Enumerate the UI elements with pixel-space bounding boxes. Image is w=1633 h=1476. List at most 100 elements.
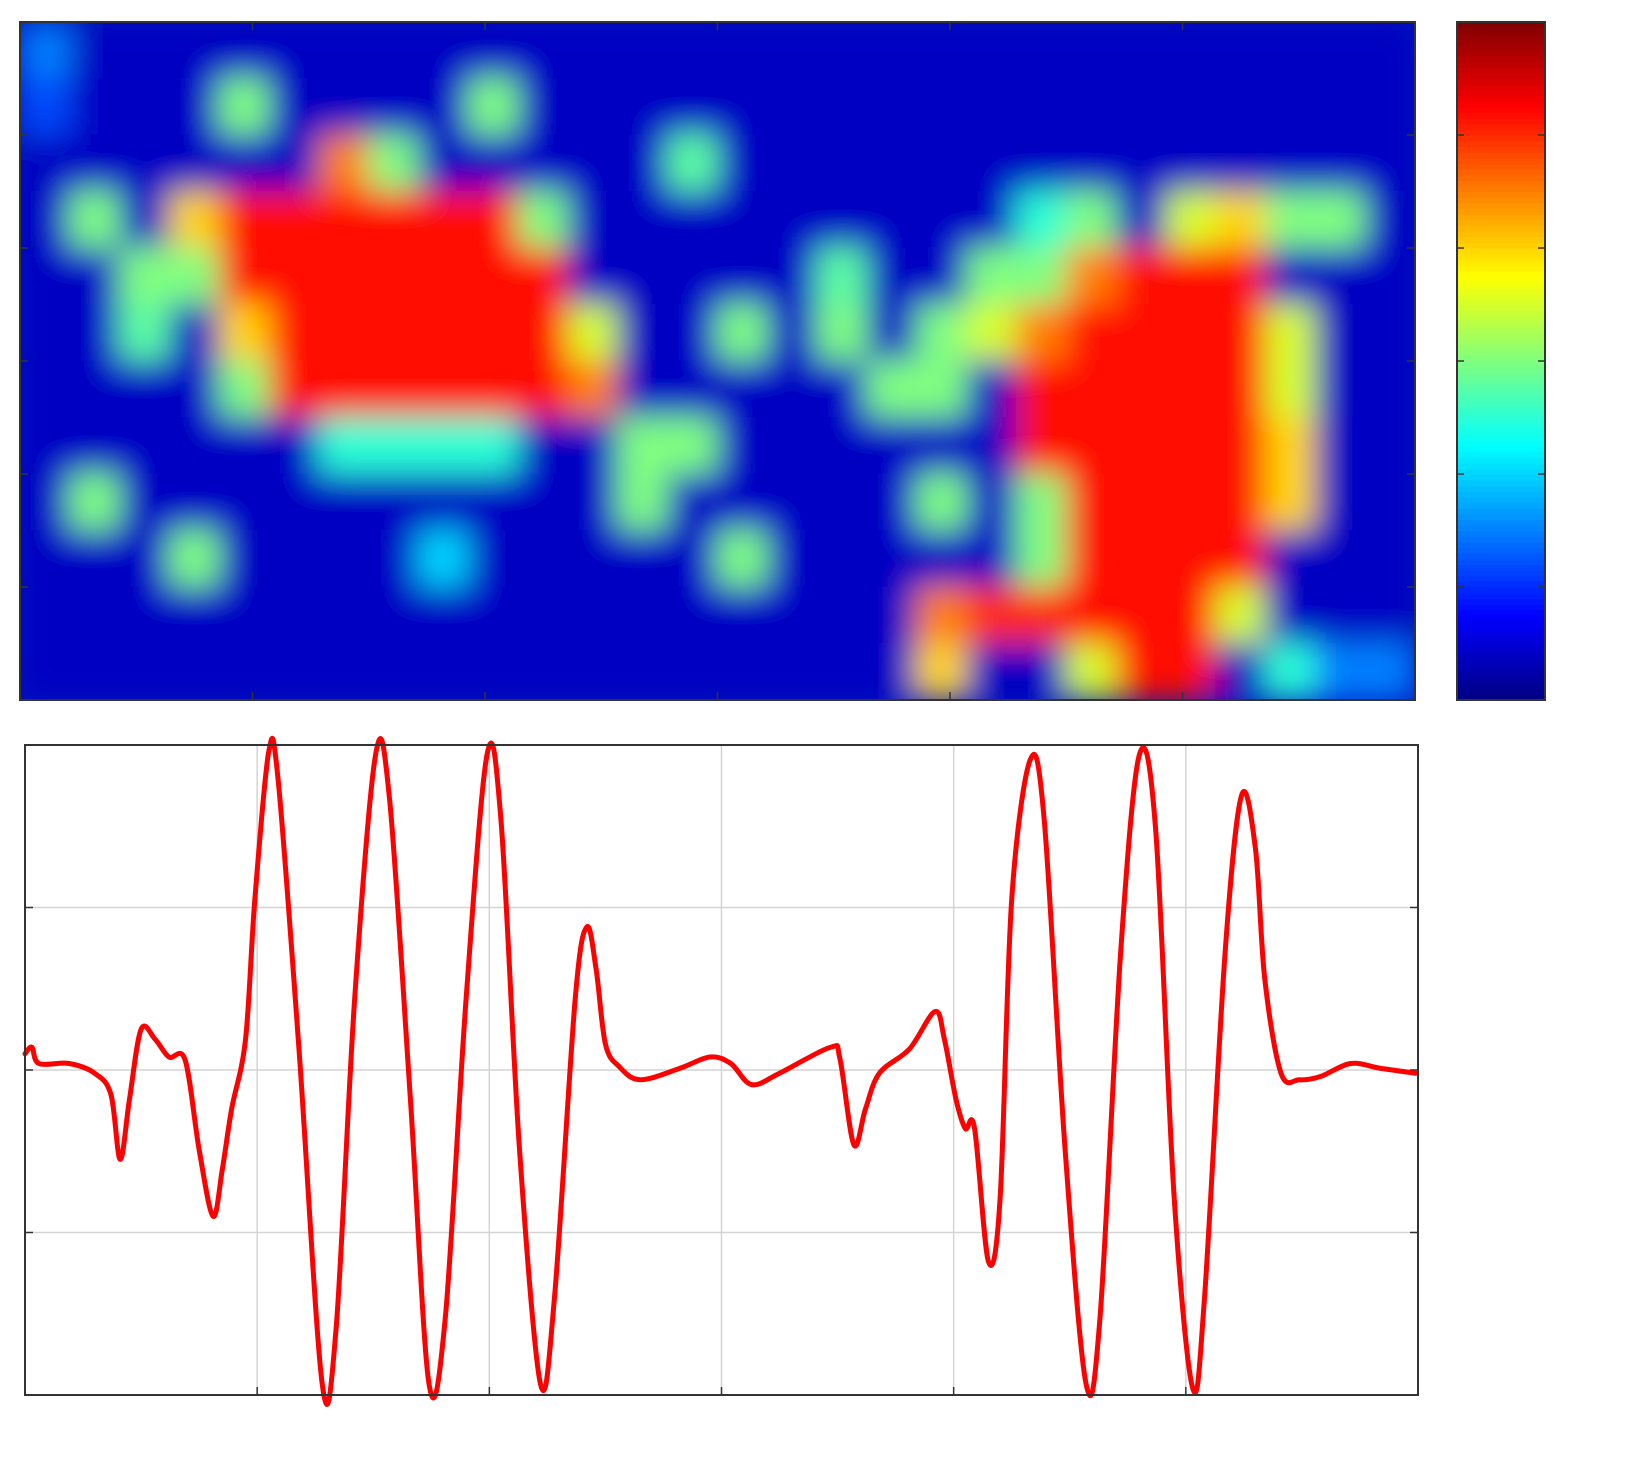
colorbar xyxy=(1456,21,1546,701)
heatmap-cell xyxy=(1015,78,1067,136)
heatmap-cell xyxy=(20,530,71,588)
heatmap-cell xyxy=(617,78,669,136)
colorbar-step xyxy=(1457,541,1545,549)
heatmap-cell xyxy=(218,134,270,192)
colorbar-step xyxy=(1457,643,1545,650)
heatmap-cell xyxy=(418,473,469,531)
heatmap-cell xyxy=(1065,586,1117,644)
heatmap-cell xyxy=(119,643,170,700)
heatmap-cell xyxy=(368,304,420,362)
heatmap-cell xyxy=(617,247,669,305)
heatmap-cell xyxy=(168,22,220,79)
colorbar-step xyxy=(1457,411,1545,419)
heatmap-cell xyxy=(717,191,768,249)
heatmap-cell xyxy=(1265,360,1316,418)
heatmap-cell xyxy=(1265,22,1316,79)
heatmap-cell xyxy=(517,643,569,700)
heatmap-cell xyxy=(1364,304,1415,362)
heatmap-cell xyxy=(467,360,519,418)
heatmap-cell xyxy=(368,22,420,79)
heatmap-cell xyxy=(567,134,619,192)
heatmap-cell xyxy=(168,78,220,136)
heatmap-cell xyxy=(1364,473,1415,531)
colorbar-step xyxy=(1457,519,1545,526)
colorbar-step xyxy=(1457,55,1545,63)
heatmap-cell xyxy=(717,78,768,136)
heatmap-cell xyxy=(766,643,818,700)
colorbar-step xyxy=(1457,490,1545,498)
heatmap-cell xyxy=(966,304,1017,362)
heatmap-cell xyxy=(667,247,718,305)
heatmap-cell xyxy=(467,191,519,249)
heatmap-cell xyxy=(218,530,270,588)
heatmap-cell xyxy=(1364,134,1415,192)
heatmap-cell xyxy=(268,304,320,362)
colorbar-step xyxy=(1457,332,1545,340)
heatmap-cell xyxy=(1364,417,1415,475)
colorbar-step xyxy=(1457,214,1545,221)
heatmap-cell xyxy=(517,360,569,418)
heatmap-cell xyxy=(119,191,170,249)
heatmap-cell xyxy=(816,530,868,588)
heatmap-cell xyxy=(119,417,170,475)
heatmap-cell xyxy=(966,134,1017,192)
heatmap-cell xyxy=(1215,304,1267,362)
heatmap-cell xyxy=(218,360,270,418)
colorbar-step xyxy=(1457,355,1545,362)
heatmap-cell xyxy=(20,417,71,475)
heatmap-cell xyxy=(218,247,270,305)
heatmap-cell xyxy=(268,473,320,531)
heatmap-cell xyxy=(119,78,170,136)
heatmap-cell xyxy=(617,417,669,475)
heatmap-cell xyxy=(20,586,71,644)
colorbar-step xyxy=(1457,598,1545,605)
heatmap-cell xyxy=(1065,530,1117,588)
heatmap-cell xyxy=(20,304,71,362)
heatmap-cell xyxy=(1215,78,1267,136)
colorbar-step xyxy=(1457,327,1545,334)
heatmap-cell xyxy=(168,191,220,249)
heatmap-cell xyxy=(1065,417,1117,475)
heatmap-cell xyxy=(916,360,968,418)
heatmap-cell xyxy=(766,473,818,531)
colorbar-step xyxy=(1457,553,1545,560)
heatmap-cell xyxy=(69,643,121,700)
heatmap-cell xyxy=(418,78,469,136)
heatmap-cell xyxy=(168,530,220,588)
heatmap-cell xyxy=(816,247,868,305)
heatmap-cell xyxy=(1115,530,1167,588)
heatmap-cell xyxy=(20,473,71,531)
heatmap-cell xyxy=(617,586,669,644)
heatmap-cell xyxy=(816,473,868,531)
heatmap-cell xyxy=(916,530,968,588)
colorbar-step xyxy=(1457,400,1545,407)
heatmap-cell xyxy=(567,304,619,362)
heatmap-cell xyxy=(667,78,718,136)
heatmap-cell xyxy=(1265,78,1316,136)
heatmap-cell xyxy=(816,586,868,644)
heatmap-cell xyxy=(218,417,270,475)
heatmap-cell xyxy=(1065,473,1117,531)
colorbar-step xyxy=(1457,683,1545,690)
heatmap-cell xyxy=(1165,134,1217,192)
heatmap-cell xyxy=(119,473,170,531)
heatmap-cell xyxy=(866,417,918,475)
heatmap-cell xyxy=(916,643,968,700)
heatmap-cell xyxy=(318,304,370,362)
heatmap-cell xyxy=(268,586,320,644)
heatmap-cell xyxy=(318,247,370,305)
heatmap-cell xyxy=(268,247,320,305)
heatmap-cell xyxy=(467,473,519,531)
heatmap-cell xyxy=(1065,22,1117,79)
colorbar-step xyxy=(1457,620,1545,628)
colorbar-step xyxy=(1457,366,1545,374)
colorbar-step xyxy=(1457,428,1545,436)
heatmap-cell xyxy=(1364,643,1415,700)
colorbar-step xyxy=(1457,231,1545,238)
heatmap-cell xyxy=(168,304,220,362)
colorbar-step xyxy=(1457,202,1545,210)
heatmap-cell xyxy=(966,586,1017,644)
heatmap-cell xyxy=(966,191,1017,249)
heatmap-cell xyxy=(119,304,170,362)
heatmap-cell xyxy=(667,643,718,700)
